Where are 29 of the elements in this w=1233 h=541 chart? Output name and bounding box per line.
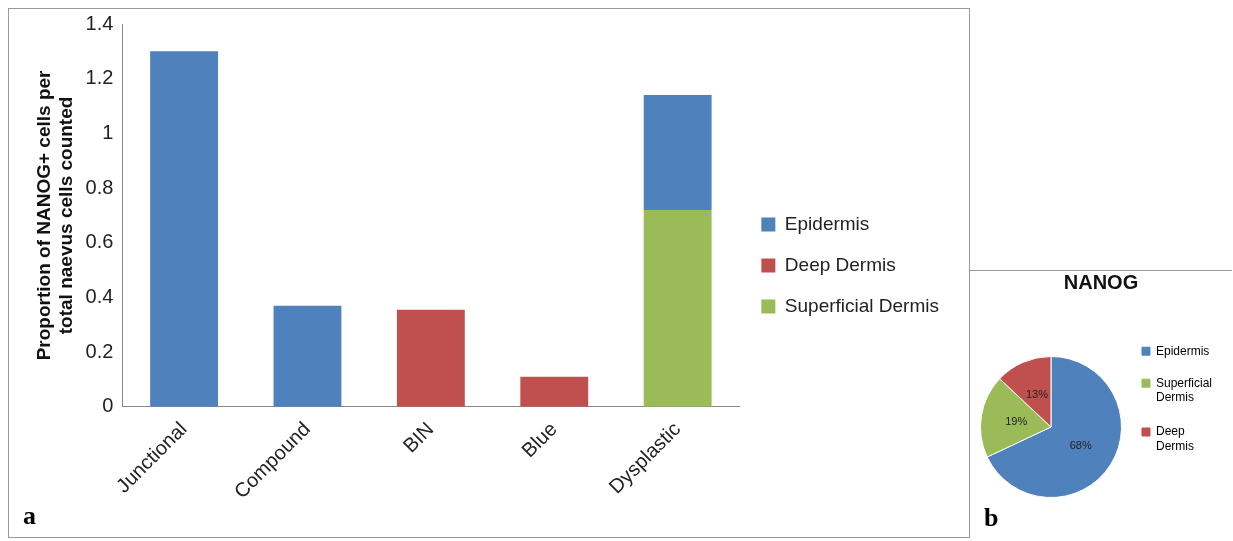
x-tick-label: BIN — [398, 417, 438, 457]
y-tick-label: 0 — [102, 394, 114, 417]
bar — [643, 95, 712, 210]
legend-label: Superficial Dermis — [1155, 375, 1212, 404]
legend-label: Superficial Dermis — [784, 294, 939, 316]
bar — [396, 309, 465, 407]
bar — [273, 305, 342, 407]
y-tick-label: 0.2 — [85, 339, 114, 362]
legend-label: Epidermis — [784, 212, 870, 234]
chart-title: NANOG — [1063, 270, 1139, 293]
legend-label: Epidermis — [1155, 343, 1210, 358]
data-label: 19% — [1005, 414, 1028, 427]
legend-label: Deep Dermis — [1155, 424, 1194, 453]
y-tick-label: 1.4 — [85, 11, 114, 34]
legend-label: Deep Dermis — [784, 253, 896, 275]
x-tick-label: Blue — [517, 417, 561, 462]
y-tick-label: 0.6 — [85, 230, 114, 253]
bar — [643, 209, 712, 407]
text: a — [23, 501, 36, 531]
y-tick-label: 1.2 — [85, 66, 114, 89]
bar — [150, 51, 219, 407]
y-tick-label: 1 — [102, 120, 114, 143]
y-tick-label: 0.4 — [85, 284, 114, 307]
data-label: 13% — [1025, 387, 1049, 400]
y-axis-title: Proportion of NANOG+ cells per total naevus cells counted — [32, 69, 77, 361]
bar — [520, 376, 589, 407]
data-label: 68% — [1069, 438, 1092, 451]
text: b — [984, 503, 999, 533]
y-tick-label: 0.8 — [85, 175, 114, 198]
